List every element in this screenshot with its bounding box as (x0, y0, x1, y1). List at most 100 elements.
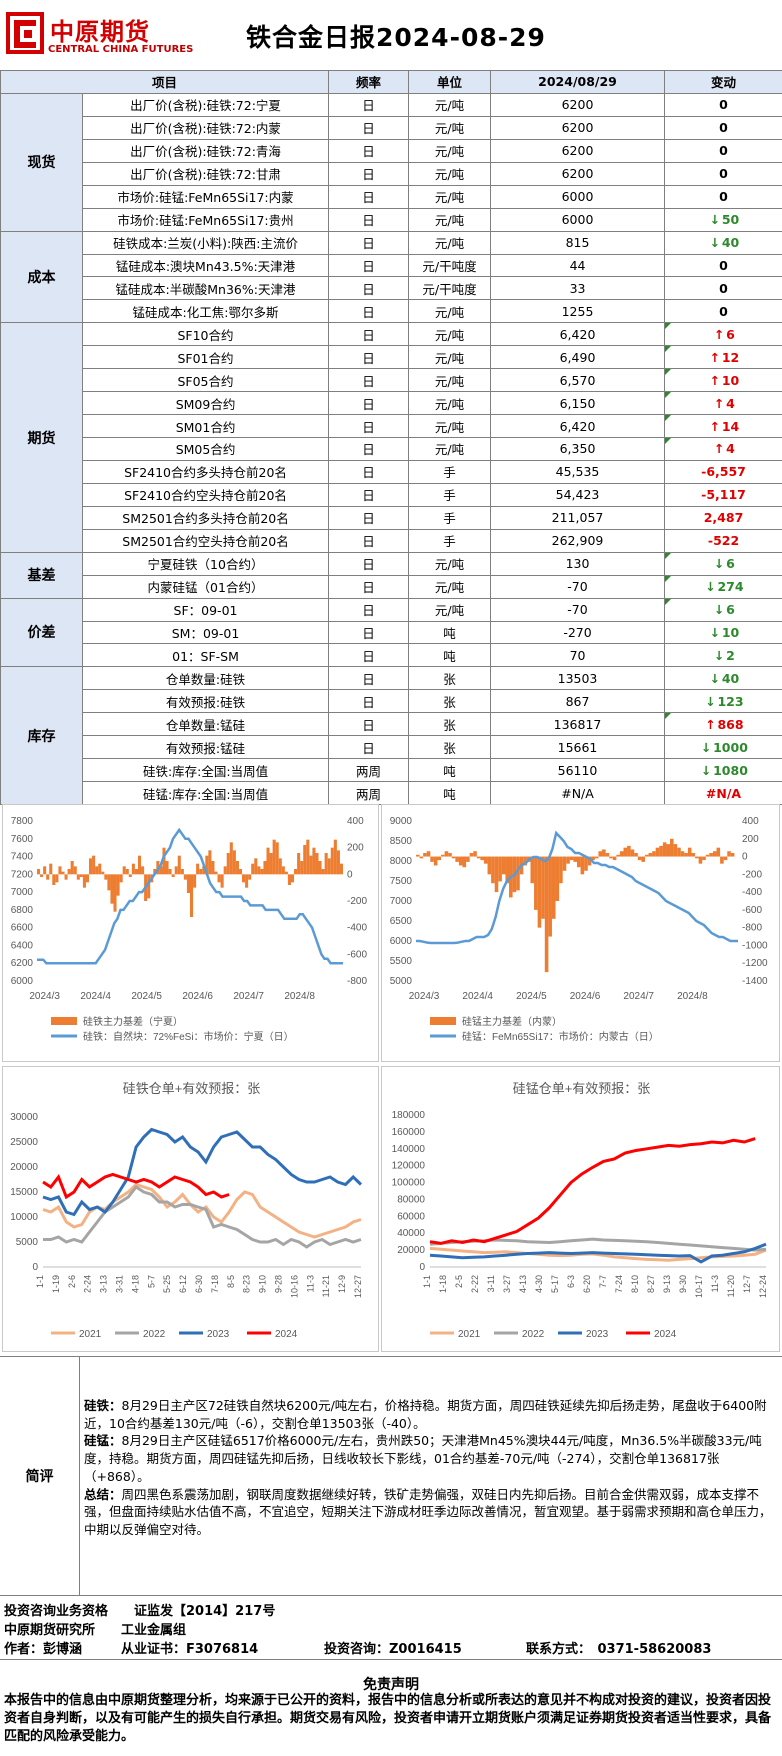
left-axis-tick: 6000 (390, 936, 413, 947)
table-row: SM09合约日元/吨 6,150 ↑ 4 (1, 391, 782, 416)
y-axis-tick: 100000 (392, 1178, 426, 1189)
basis-bar (202, 866, 206, 875)
basis-bar (46, 874, 50, 880)
basis-bar (580, 856, 585, 875)
basis-bar (272, 839, 276, 875)
basis-bar (501, 856, 506, 875)
x-axis-tick: 2024/5 (131, 991, 162, 1002)
basis-bar (727, 851, 731, 857)
table-row: 出厂价(含税):硅铁:72:内蒙日元/吨 6200 0 (1, 115, 782, 140)
table-row: 内蒙硅锰（01合约）日元/吨 -70 ↓ 274 (1, 574, 782, 599)
x-axis-tick: 12-27 (353, 1275, 363, 1298)
contact-line: 联系方式： 0371-58620083 (526, 1642, 712, 1657)
chart-svg: 7800 7600 7400 7200 7000 6800 6600 6400 6200 6000… (11, 816, 368, 1043)
basis-bar (125, 869, 129, 875)
change-cell: ↓ 2 (664, 643, 782, 668)
item-cell: 仓单数量:硅铁 (81, 666, 330, 691)
right-axis-tick: -200 (347, 896, 367, 907)
basis-bar (569, 856, 574, 861)
y-axis-tick: 40000 (397, 1228, 425, 1239)
basis-bar (705, 854, 710, 857)
freq-cell: 日 (328, 161, 410, 186)
legend-swatch-bar (51, 1017, 77, 1025)
freq-cell: 日 (328, 505, 410, 530)
freq-cell: 日 (328, 528, 410, 553)
x-axis-tick: 2024/6 (182, 991, 213, 1002)
basis-bar (61, 871, 65, 875)
basis-bar (251, 863, 255, 875)
freq-cell: 日 (328, 299, 410, 324)
commentary-section: 简评 硅铁：8月29日主产区72硅铁自然块6200元/吨左右，价格持稳。期货方面… (0, 1356, 782, 1596)
basis-bar (480, 856, 484, 861)
left-axis-tick: 6600 (11, 923, 34, 934)
unit-cell: 元/吨 (408, 551, 492, 576)
x-axis-tick: 3-31 (115, 1275, 125, 1293)
value-cell: 54,423 (490, 482, 666, 507)
x-axis-tick: 12-9 (337, 1275, 347, 1293)
arrow-down-icon: ↓ (709, 670, 721, 686)
x-axis-tick: 10-16 (289, 1275, 299, 1298)
value-cell: 44 (490, 253, 666, 278)
change-cell: ↑ 14 (664, 414, 782, 438)
category-cell: 价差 (0, 597, 83, 668)
x-axis-tick: 1-19 (51, 1275, 61, 1293)
freq-cell: 日 (328, 184, 410, 209)
basis-bar (257, 866, 261, 875)
freq-cell: 日 (328, 276, 410, 301)
cell-marker-icon (665, 713, 672, 720)
change-value: 2,487 (703, 510, 744, 526)
chart-svg: 硅铁仓单+有效预报：张 30000 25000 20000 15000 10000 5000… (10, 1081, 363, 1340)
right-axis-tick: -400 (742, 887, 762, 898)
cell-marker-icon (665, 576, 672, 582)
arrow-up-icon: ↑ (709, 372, 721, 388)
freq-cell: 日 (328, 414, 410, 438)
value-cell: 1255 (490, 299, 666, 324)
arrow-down-icon: ↓ (713, 647, 725, 663)
x-axis-tick: 6-20 (582, 1275, 592, 1293)
table-row: 期货 SF10合约日元/吨 6,420 ↑ 6 (0, 322, 782, 553)
basis-bar (223, 866, 227, 875)
left-axis-tick: 7000 (11, 887, 34, 898)
series-line (429, 1242, 767, 1264)
basis-bar (458, 856, 463, 866)
basis-bar (131, 863, 135, 875)
right-axis-tick: 0 (742, 852, 748, 863)
right-axis-tick: 200 (742, 834, 759, 845)
table-row: SM：09-01 日吨 -270 ↓ 10 (1, 620, 782, 645)
basis-bar (644, 854, 649, 857)
freq-cell: 日 (328, 689, 410, 714)
x-axis-tick: 2024/7 (233, 991, 264, 1002)
table-row: 出厂价(含税):硅铁:72:甘肃日元/吨 6200 0 (1, 161, 782, 186)
x-axis-tick: 9-13 (662, 1275, 672, 1293)
x-axis-tick: 11-3 (710, 1275, 720, 1292)
legend-label: 2022 (143, 1329, 166, 1340)
y-axis-tick: 10000 (10, 1212, 38, 1223)
table-row: 仓单数量:锰硅日张 136817 ↑ 868 (1, 712, 782, 737)
basis-bar (278, 858, 282, 875)
commentary-simn: 8月29日主产区硅锰6517价格6000元/左右，贵州跌50；天津港Mn45%澳… (84, 1433, 762, 1484)
change-cell: #N/A (664, 781, 782, 805)
basis-bar (113, 874, 117, 912)
value-cell: 867 (490, 689, 666, 714)
table-row: SM2501合约多头持仓前20名日手 211,057 2,487 (1, 505, 782, 530)
right-axis-tick: 400 (742, 816, 759, 827)
x-axis-tick: 2-6 (67, 1275, 77, 1288)
basis-bar (537, 856, 542, 928)
change-value: 0 (719, 280, 728, 296)
item-cell: 有效预报:锰硅 (81, 735, 330, 760)
value-cell: 6,570 (490, 368, 666, 393)
basis-bar (196, 863, 200, 875)
basis-bar (577, 856, 581, 868)
value-cell: 6,420 (490, 414, 666, 438)
basis-bar (73, 866, 77, 875)
basis-bar (627, 845, 631, 857)
commentary-summary: 周四黑色系震荡加剧，钢联周度数据继续好转，铁矿走势偏强，双硅日内先抑后扬。目前合… (84, 1486, 772, 1537)
item-cell: 硅铁:库存:全国:当周值 (81, 758, 330, 783)
change-value: 14 (721, 418, 740, 434)
basis-bar (530, 856, 535, 884)
basis-bar (199, 869, 203, 875)
x-axis-tick: 2024/5 (516, 991, 547, 1002)
change-cell: ↓ 1080 (664, 758, 782, 783)
change-cell: ↓ 1000 (664, 735, 782, 760)
basis-bar (687, 847, 692, 857)
